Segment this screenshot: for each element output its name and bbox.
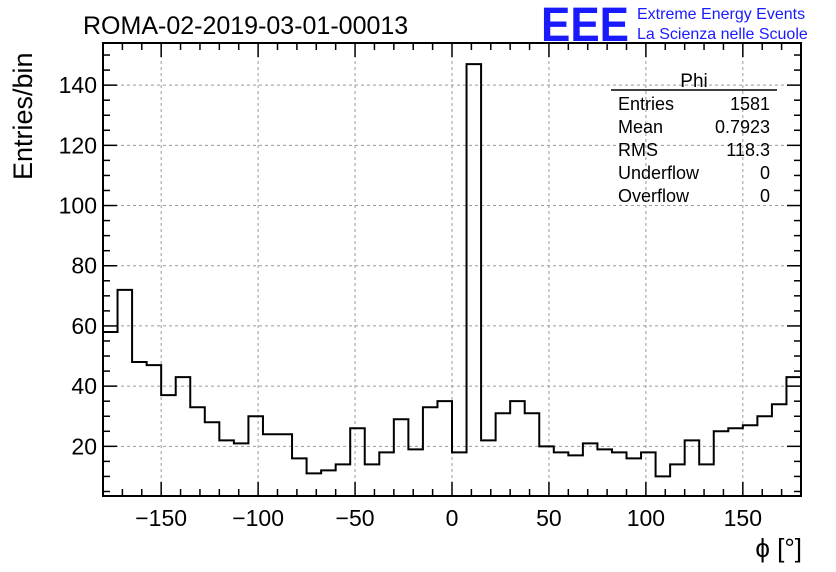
y-tick-label: 100 (59, 193, 97, 219)
x-tick-label: −50 (336, 505, 375, 531)
stats-label: Entries (618, 94, 674, 114)
histogram-bin (786, 377, 801, 496)
stats-value: 0.7923 (715, 117, 770, 137)
eee-logo-mark: EEE (541, 0, 629, 52)
histogram-bin (583, 443, 598, 496)
histogram-bin (757, 416, 772, 496)
histogram-bin (728, 428, 743, 496)
histogram-bin (539, 446, 554, 496)
histogram-bin (147, 365, 162, 496)
stats-title: Phi (680, 71, 707, 92)
stats-rows: Entries 1581 Mean 0.7923 RMS 118.3 Underflow 0 O… (618, 94, 770, 206)
histogram-bin (263, 434, 278, 496)
stats-value: 0 (760, 163, 770, 183)
histogram-bin (656, 476, 671, 496)
histogram-bin (394, 419, 409, 496)
y-axis-ticks: 20 40 60 80 100 120 140 (59, 54, 801, 493)
stats-label: Overflow (618, 186, 690, 206)
histogram-bin (452, 452, 467, 496)
eee-logo-line1: Extreme Energy Events (637, 6, 805, 23)
y-tick-label: 40 (71, 373, 97, 399)
histogram-bin (627, 458, 642, 496)
y-tick-label: 20 (71, 433, 97, 459)
histogram-bin (525, 413, 540, 496)
histogram-bin (772, 404, 787, 496)
x-axis-title: ϕ [°] (755, 533, 802, 563)
x-tick-label: −100 (232, 505, 284, 531)
histogram-bin (234, 443, 249, 496)
histogram-bin (467, 64, 482, 496)
plot-area: −150 −100 −50 0 50 100 150 20 40 60 80 100 120 140 (59, 42, 802, 531)
stats-value: 1581 (730, 94, 770, 114)
histogram-bin (278, 434, 293, 496)
histogram-bin (321, 470, 336, 496)
stats-label: Mean (618, 117, 663, 137)
histogram-bin (307, 473, 322, 496)
stats-box: Phi Entries 1581 Mean 0.7923 RMS 118.3 Underfl… (611, 71, 777, 206)
histogram-bin (496, 413, 511, 496)
histogram-bin (510, 401, 525, 496)
y-tick-label: 120 (59, 132, 97, 158)
histogram-bin (176, 377, 191, 496)
y-tick-label: 140 (59, 72, 97, 98)
histogram-bin (350, 428, 365, 496)
histogram-bin (161, 395, 176, 496)
histogram-bin (641, 452, 656, 496)
x-tick-label: 100 (627, 505, 665, 531)
x-tick-label: 150 (724, 505, 762, 531)
chart-title: ROMA-02-2019-03-01-00013 (83, 12, 408, 40)
x-axis-ticks: −150 −100 −50 0 50 100 150 (102, 43, 802, 531)
histogram-bin (292, 458, 307, 496)
histogram-outline (103, 63, 802, 478)
y-axis-title: Entries/bin (8, 52, 38, 180)
histogram-bin (597, 449, 612, 496)
histogram-bin (437, 401, 452, 496)
histogram-bin (219, 440, 234, 496)
histogram-bin (336, 464, 351, 496)
histogram-bin (118, 290, 133, 496)
histogram-bin (699, 464, 714, 496)
stats-label: Underflow (618, 163, 700, 183)
histogram-bin (190, 407, 205, 496)
histogram-bin (248, 416, 263, 496)
eee-logo-line2: La Scienza nelle Scuole (637, 26, 808, 43)
stats-label: RMS (618, 140, 658, 160)
histogram-bin (365, 464, 380, 496)
histogram-bin (743, 425, 758, 496)
y-tick-label: 80 (71, 253, 97, 279)
eee-logo: EEE Extreme Energy Events La Scienza nel… (541, 0, 808, 52)
histogram-bin (408, 449, 423, 496)
histogram-bin (554, 452, 569, 496)
histogram-bin (132, 362, 147, 496)
histogram-bin (714, 431, 729, 496)
x-tick-label: 0 (446, 505, 459, 531)
y-tick-label: 60 (71, 313, 97, 339)
histogram-bin (481, 440, 496, 496)
histogram-bin (612, 452, 627, 496)
stats-value: 118.3 (726, 140, 770, 160)
histogram-bin (670, 464, 685, 496)
histogram-bin (205, 422, 220, 496)
x-tick-label: −150 (135, 505, 187, 531)
histogram-bin (568, 455, 583, 496)
stats-value: 0 (760, 186, 770, 206)
histogram-bin (379, 452, 394, 496)
histogram-bin (685, 440, 700, 496)
histogram-bin (423, 407, 438, 496)
x-tick-label: 50 (536, 505, 562, 531)
